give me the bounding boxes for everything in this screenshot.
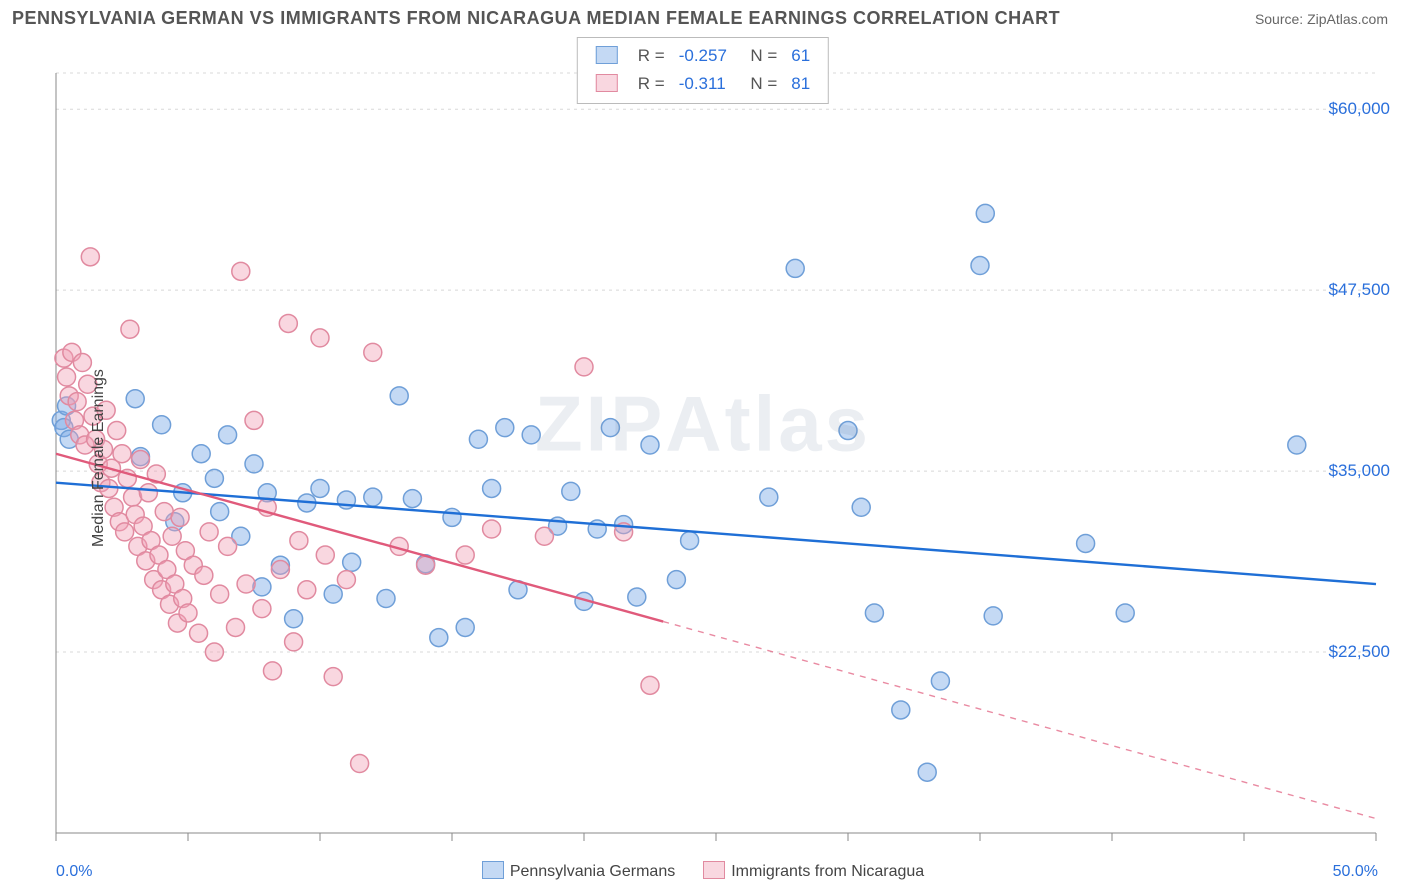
source-attribution: Source: ZipAtlas.com (1255, 11, 1388, 27)
y-tick-label: $47,500 (1329, 280, 1390, 300)
legend-item: Pennsylvania Germans (482, 861, 675, 881)
series-legend: Pennsylvania Germans Immigrants from Nica… (0, 861, 1406, 881)
correlation-row: R =-0.311 N =81 (590, 71, 816, 97)
legend-item: Immigrants from Nicaragua (703, 861, 924, 881)
correlation-legend: R =-0.257 N =61R =-0.311 N =81 (577, 37, 829, 104)
correlation-row: R =-0.257 N =61 (590, 43, 816, 69)
chart-container: Median Female Earnings ZIPAtlas $22,500$… (0, 33, 1406, 883)
y-tick-label: $60,000 (1329, 99, 1390, 119)
page-title: PENNSYLVANIA GERMAN VS IMMIGRANTS FROM N… (12, 8, 1060, 29)
y-axis-label: Median Female Earnings (90, 369, 108, 547)
scatter-chart (0, 33, 1406, 873)
y-tick-label: $22,500 (1329, 642, 1390, 662)
title-bar: PENNSYLVANIA GERMAN VS IMMIGRANTS FROM N… (0, 0, 1406, 33)
y-tick-label: $35,000 (1329, 461, 1390, 481)
